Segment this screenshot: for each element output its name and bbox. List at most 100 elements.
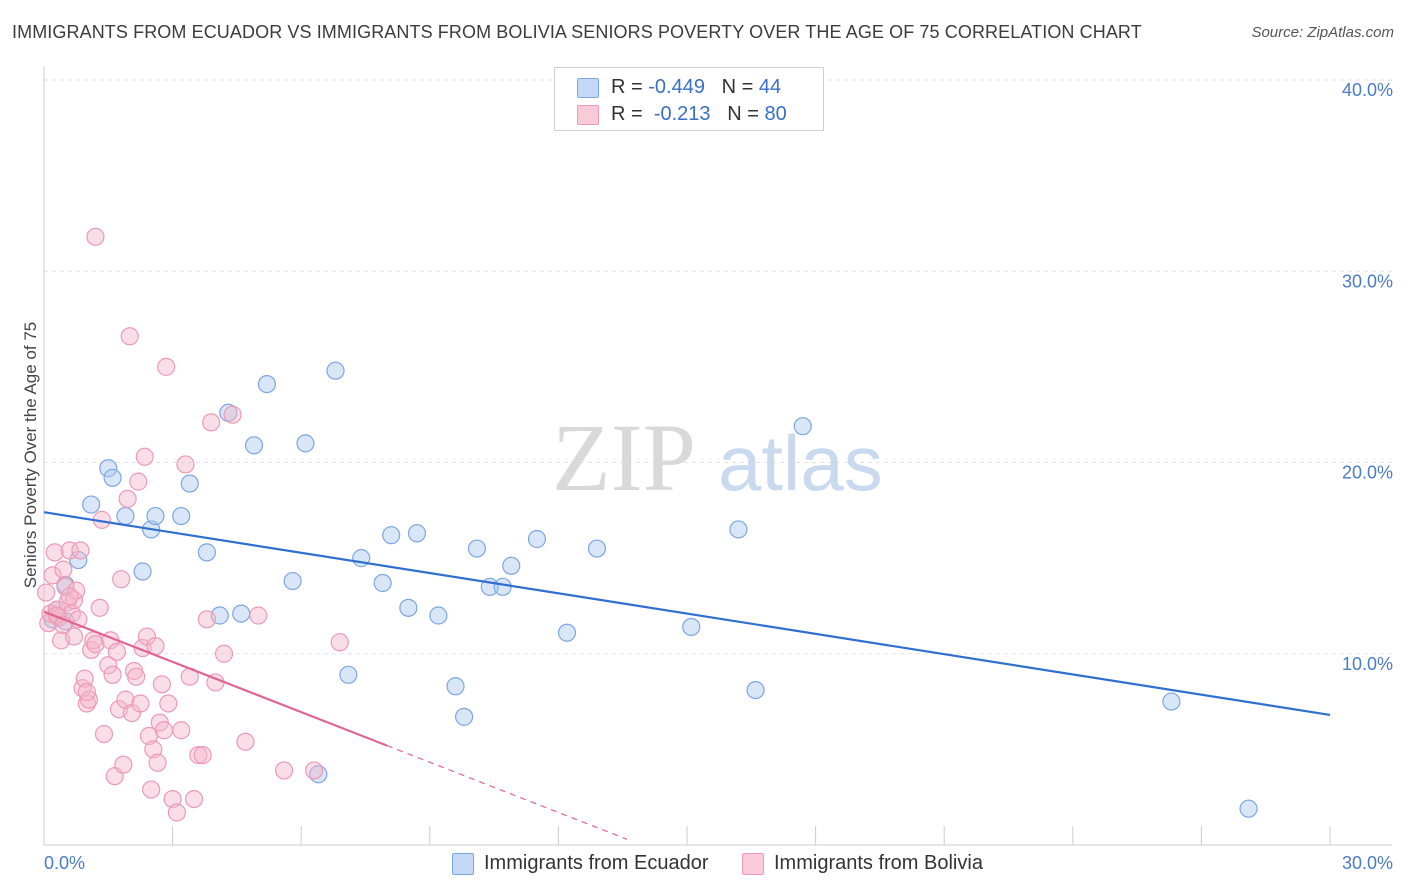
y-tick-label: 30.0% <box>1342 271 1393 291</box>
point-ecuador <box>146 506 165 526</box>
ecuador-stats: R = -0.449 N = 44 <box>611 76 781 99</box>
axes <box>43 66 1392 846</box>
trend-lines <box>43 511 1331 840</box>
point-bolivia <box>330 633 349 652</box>
point-bolivia <box>103 665 122 684</box>
point-bolivia <box>54 560 73 579</box>
point-ecuador <box>682 617 701 637</box>
point-bolivia <box>304 761 324 780</box>
trend-line-ecuador <box>43 511 1331 717</box>
bolivia-n-label: N = <box>727 103 765 125</box>
point-ecuador <box>746 680 765 700</box>
chart-title: IMMIGRANTS FROM ECUADOR VS IMMIGRANTS FR… <box>12 22 1142 42</box>
point-ecuador <box>103 468 122 487</box>
legend-label-ecuador: Immigrants from Ecuador <box>484 852 709 874</box>
watermark: ZIP atlas <box>552 404 883 511</box>
point-ecuador <box>82 495 101 514</box>
legend-label-bolivia: Immigrants from Bolivia <box>774 852 983 874</box>
point-ecuador <box>1239 799 1258 818</box>
y-tick-labels: 10.0% 20.0% 30.0% 40.0% <box>1342 80 1393 674</box>
point-bolivia <box>142 780 161 799</box>
point-ecuador <box>557 623 577 642</box>
x-tick-label: 30.0% <box>1342 853 1393 873</box>
point-bolivia <box>236 732 255 751</box>
point-bolivia <box>64 627 84 646</box>
legend-swatch-bolivia <box>742 853 764 875</box>
point-ecuador <box>257 374 277 394</box>
point-bolivia <box>167 803 186 822</box>
point-bolivia <box>37 583 56 602</box>
point-bolivia <box>94 724 114 744</box>
point-ecuador <box>454 707 474 726</box>
series-ecuador-points <box>43 361 1258 818</box>
point-bolivia <box>60 587 79 606</box>
point-bolivia <box>197 610 216 629</box>
point-bolivia <box>172 721 191 740</box>
bolivia-stats: R = -0.213 N = 80 <box>611 103 787 126</box>
point-bolivia <box>135 447 154 466</box>
point-bolivia <box>144 740 163 759</box>
point-ecuador <box>232 604 251 623</box>
x-tick-label: 0.0% <box>44 853 85 873</box>
point-bolivia <box>114 755 133 774</box>
point-bolivia <box>249 606 268 625</box>
point-ecuador <box>407 524 427 543</box>
point-bolivia <box>86 635 105 654</box>
point-bolivia <box>148 753 167 772</box>
ecuador-swatch <box>577 78 599 98</box>
bolivia-n-value: 80 <box>764 103 787 125</box>
point-bolivia <box>77 682 96 702</box>
point-bolivia <box>99 656 118 675</box>
point-bolivia <box>45 543 64 562</box>
point-ecuador <box>283 571 302 591</box>
point-bolivia <box>154 721 174 740</box>
point-bolivia <box>60 541 79 560</box>
point-bolivia <box>189 746 208 765</box>
point-bolivia <box>193 746 212 765</box>
watermark-zip: ZIP <box>552 404 696 511</box>
point-bolivia <box>56 577 75 596</box>
bolivia-r-value: -0.213 <box>653 103 711 125</box>
point-ecuador <box>339 665 358 684</box>
point-ecuador <box>197 543 216 562</box>
point-bolivia <box>112 570 131 589</box>
point-bolivia <box>159 694 178 713</box>
point-bolivia <box>129 472 148 491</box>
ecuador-r-value: -0.449 <box>648 76 705 98</box>
point-ecuador <box>729 520 748 539</box>
trend-line-bolivia-extension <box>386 744 628 840</box>
y-tick-label: 20.0% <box>1342 463 1393 483</box>
point-bolivia <box>47 606 66 625</box>
point-bolivia <box>184 789 204 809</box>
point-bolivia <box>223 405 242 424</box>
point-ecuador <box>467 539 487 558</box>
point-ecuador <box>527 529 547 549</box>
point-bolivia <box>43 566 62 585</box>
point-bolivia <box>152 675 171 694</box>
point-bolivia <box>107 642 126 661</box>
point-ecuador <box>373 573 392 593</box>
point-bolivia <box>274 761 294 780</box>
point-ecuador <box>326 361 345 380</box>
point-ecuador <box>1162 692 1181 711</box>
y-axis-label: Seniors Poverty Over the Age of 75 <box>21 322 40 588</box>
legend-swatch-ecuador <box>452 853 474 875</box>
point-bolivia <box>75 669 94 688</box>
y-tick-label: 10.0% <box>1342 654 1393 674</box>
point-ecuador <box>180 474 199 493</box>
point-ecuador <box>116 506 135 526</box>
point-bolivia <box>71 541 90 560</box>
ecuador-n-label: N = <box>721 76 759 98</box>
point-ecuador <box>587 539 607 558</box>
point-ecuador <box>793 417 812 436</box>
point-bolivia <box>176 455 195 474</box>
point-bolivia <box>202 413 221 432</box>
bolivia-r-label: R = <box>611 103 649 125</box>
point-bolivia <box>163 789 182 809</box>
point-ecuador <box>399 598 418 617</box>
point-ecuador <box>172 506 191 526</box>
point-bolivia <box>120 327 139 346</box>
point-bolivia <box>131 694 150 713</box>
point-ecuador <box>446 677 465 696</box>
